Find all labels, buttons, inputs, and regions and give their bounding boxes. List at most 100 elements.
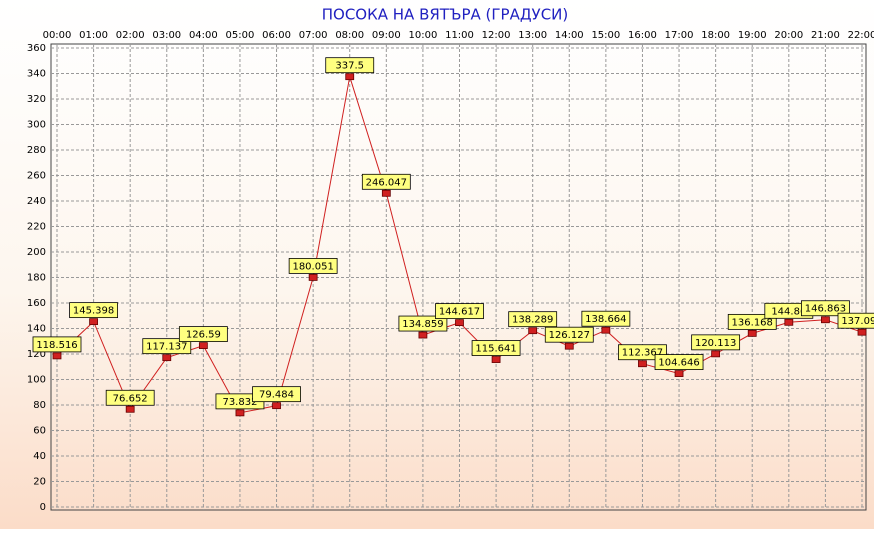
value-label-box — [398, 315, 448, 332]
x-tick-label: 16:00 — [628, 30, 657, 41]
point-marker — [784, 318, 794, 326]
value-label: 79.484 — [259, 390, 294, 401]
x-tick-label: 03:00 — [152, 30, 181, 41]
value-label: 246.047 — [366, 177, 407, 188]
y-tick-label: 60 — [33, 426, 46, 437]
value-label: 134.859 — [402, 319, 443, 330]
x-tick-label: 17:00 — [665, 30, 694, 41]
x-tick-label: 22:00 — [848, 30, 874, 41]
y-tick-label: 120 — [27, 349, 46, 360]
y-tick-label: 0 — [40, 502, 46, 513]
point-marker — [418, 331, 428, 339]
value-label-box — [105, 389, 155, 406]
value-label: 104.646 — [658, 358, 699, 369]
y-tick-label: 20 — [33, 477, 46, 488]
point-marker — [345, 73, 355, 81]
x-tick-label: 09:00 — [372, 30, 401, 41]
value-label: 144.86 — [771, 306, 806, 317]
value-label: 337.5 — [335, 61, 364, 72]
value-label-box — [801, 300, 850, 317]
y-tick-label: 320 — [27, 94, 46, 105]
point-marker — [638, 360, 647, 368]
value-label: 118.516 — [36, 340, 77, 351]
y-tick-label: 200 — [27, 247, 46, 258]
value-label-box — [142, 338, 192, 355]
value-label: 120.113 — [695, 338, 736, 349]
y-tick-label: 260 — [27, 171, 46, 182]
value-label: 126.127 — [549, 330, 590, 341]
value-label: 145.398 — [73, 306, 114, 317]
value-label: 138.664 — [585, 314, 626, 325]
x-tick-label: 04:00 — [189, 30, 218, 41]
point-marker — [162, 354, 172, 362]
point-marker — [52, 352, 62, 360]
x-tick-label: 10:00 — [408, 30, 437, 41]
y-tick-label: 80 — [33, 400, 46, 411]
value-label-box — [727, 313, 777, 330]
point-marker — [235, 409, 245, 417]
x-tick-label: 00:00 — [43, 30, 72, 41]
x-tick-label: 14:00 — [555, 30, 584, 41]
value-label-box — [361, 173, 411, 190]
point-marker — [601, 326, 611, 334]
value-label: 136.168 — [732, 317, 773, 328]
y-tick-label: 160 — [27, 298, 46, 309]
x-tick-label: 01:00 — [79, 30, 108, 41]
point-marker — [89, 318, 98, 326]
point-marker — [198, 342, 208, 349]
chart-title: ПОСОКА НА ВЯТЪРА (ГРАДУСИ) — [322, 6, 569, 24]
x-tick-label: 06:00 — [262, 30, 291, 41]
y-tick-label: 360 — [27, 43, 46, 54]
value-label-box — [32, 336, 82, 353]
value-label: 76.652 — [113, 393, 148, 404]
value-label: 138.289 — [512, 315, 553, 326]
value-label: 180.051 — [292, 261, 333, 272]
y-tick-label: 240 — [27, 196, 46, 207]
y-tick-label: 40 — [33, 451, 46, 462]
value-label: 126.59 — [186, 330, 221, 341]
x-tick-label: 20:00 — [774, 30, 803, 41]
value-label: 137.094 — [841, 316, 874, 327]
y-tick-label: 220 — [27, 222, 46, 233]
point-marker — [747, 329, 757, 337]
value-label-box — [837, 312, 874, 329]
value-label: 112.367 — [622, 348, 663, 359]
value-label-box — [252, 386, 301, 403]
value-label-box — [288, 258, 338, 274]
value-label-box — [471, 340, 521, 356]
x-tick-label: 05:00 — [226, 30, 255, 41]
value-label: 144.617 — [439, 307, 480, 318]
x-tick-label: 19:00 — [738, 30, 767, 41]
y-tick-label: 300 — [27, 120, 46, 131]
y-tick-label: 100 — [27, 375, 46, 386]
point-marker — [308, 274, 318, 281]
x-tick-label: 11:00 — [445, 30, 474, 41]
x-tick-label: 08:00 — [335, 30, 364, 41]
value-label-box — [69, 302, 118, 319]
point-marker — [381, 189, 391, 197]
y-tick-label: 340 — [27, 69, 46, 80]
point-marker — [125, 405, 135, 413]
point-marker — [711, 350, 721, 358]
value-label-box — [178, 326, 228, 342]
x-tick-label: 02:00 — [116, 30, 145, 41]
point-marker — [564, 342, 574, 350]
value-label-box — [691, 334, 741, 351]
value-label-box — [654, 354, 704, 370]
value-label-box — [435, 303, 484, 320]
value-label-box — [544, 326, 594, 343]
point-marker — [491, 356, 501, 363]
x-tick-label: 12:00 — [482, 30, 511, 41]
value-label-box — [618, 344, 667, 361]
x-tick-label: 21:00 — [811, 30, 840, 41]
y-tick-label: 180 — [27, 273, 46, 284]
point-marker — [674, 370, 684, 377]
value-label: 115.641 — [475, 344, 516, 355]
y-tick-label: 280 — [27, 145, 46, 156]
x-tick-label: 13:00 — [518, 30, 547, 41]
point-marker — [455, 319, 464, 327]
point-marker — [857, 328, 867, 336]
value-label-box — [581, 310, 631, 327]
y-tick-label: 140 — [27, 324, 46, 335]
x-tick-label: 07:00 — [299, 30, 328, 41]
